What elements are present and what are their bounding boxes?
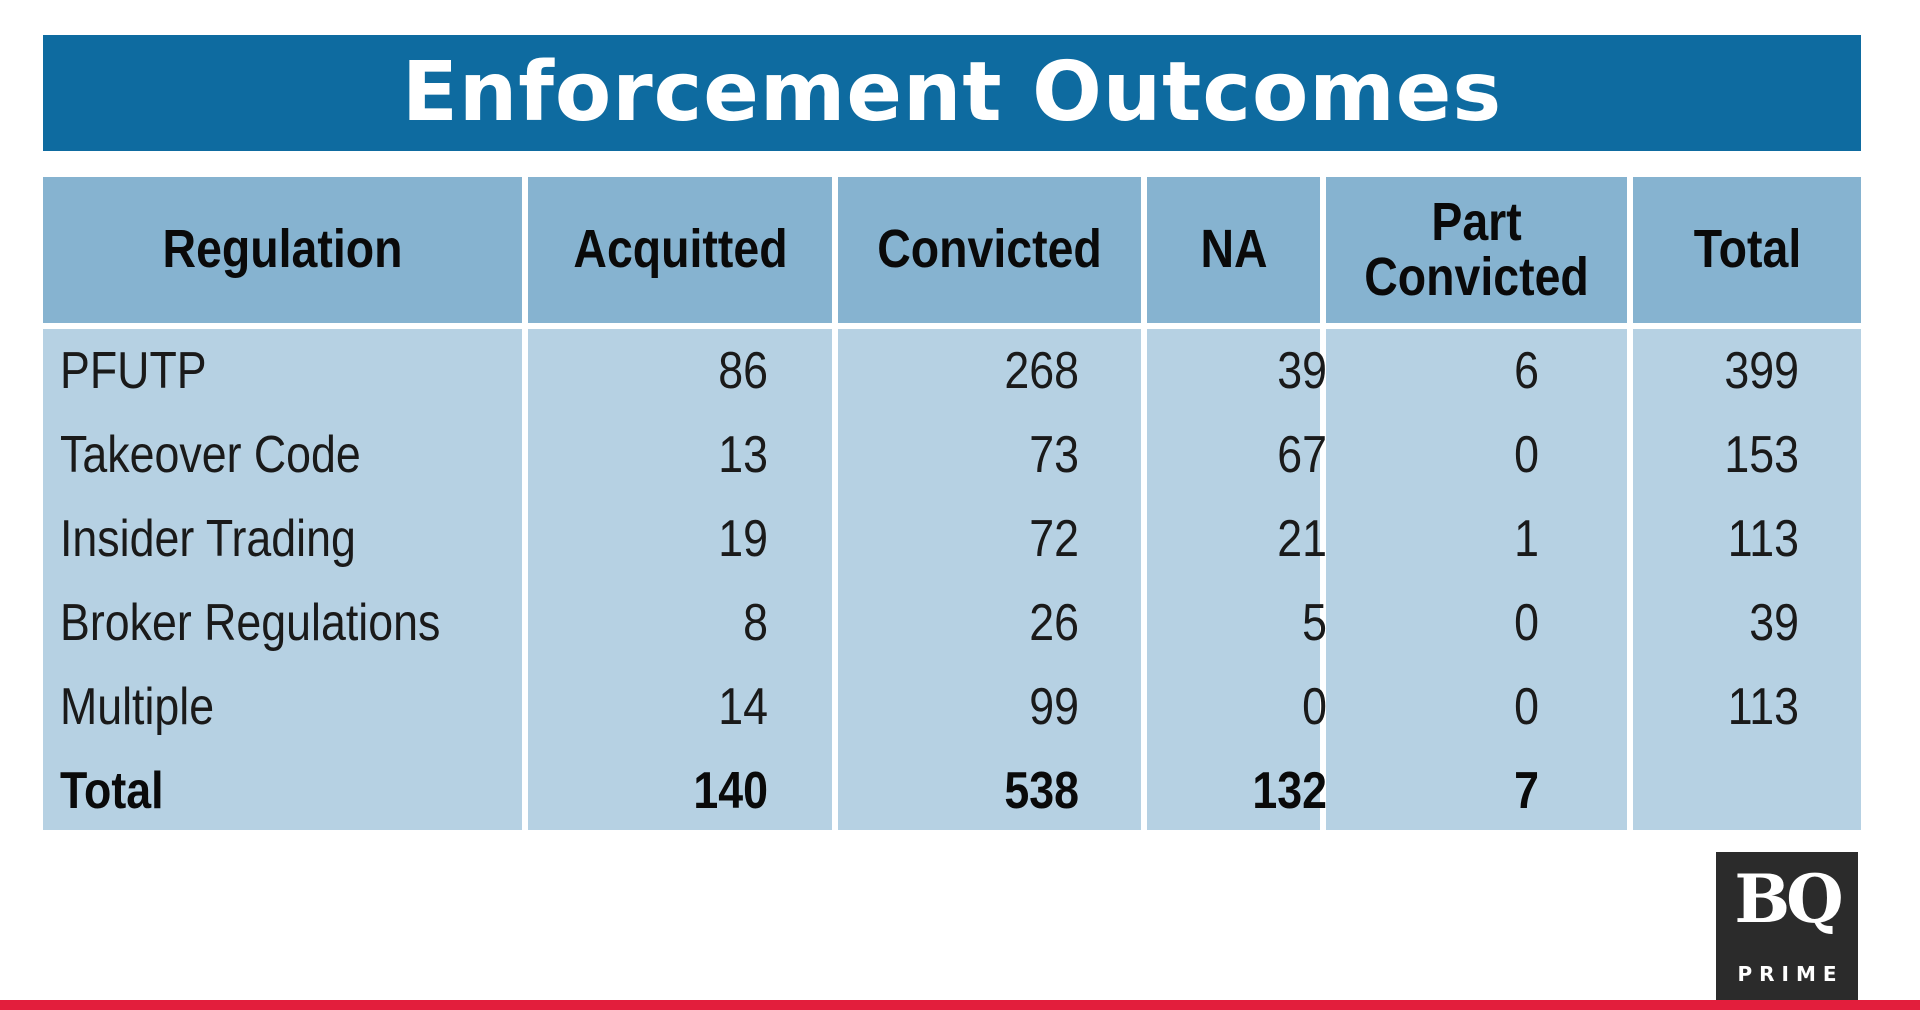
cell-convicted: 99 <box>1029 678 1079 736</box>
bq-prime-logo: BQ PRIME <box>1716 852 1858 1000</box>
total-cell-total <box>1627 749 1799 833</box>
row-label: Insider Trading <box>60 510 356 568</box>
logo-letters: BQ <box>1734 860 1843 938</box>
column-body-total <box>1633 329 1861 830</box>
cell-acquitted: 19 <box>718 510 768 568</box>
cell-acquitted: 13 <box>718 426 768 484</box>
row-label: PFUTP <box>60 342 207 400</box>
cell-part-convicted: 0 <box>1514 426 1539 484</box>
cell-total: 113 <box>1727 678 1799 736</box>
cell-na: 5 <box>1302 594 1327 652</box>
total-cell-convicted: 538 <box>1004 762 1079 820</box>
cell-total: 153 <box>1724 426 1799 484</box>
header-label: Regulation <box>162 219 403 280</box>
cell-na: 67 <box>1277 426 1327 484</box>
header-label: Acquitted <box>572 219 788 280</box>
column-body-acquitted <box>528 329 832 830</box>
cell-acquitted: 14 <box>718 678 768 736</box>
header-label: Convicted <box>877 219 1102 280</box>
header-label: Total <box>1693 219 1801 280</box>
row-label: Broker Regulations <box>60 594 441 652</box>
column-body-convicted <box>838 329 1141 830</box>
cell-convicted: 72 <box>1029 510 1079 568</box>
row-label: Multiple <box>60 678 215 736</box>
cell-na: 39 <box>1277 342 1327 400</box>
column-body-na <box>1147 329 1320 830</box>
cell-part-convicted: 0 <box>1514 678 1539 736</box>
header-convicted: Convicted <box>838 177 1141 323</box>
total-cell-acquitted: 140 <box>693 762 768 820</box>
column-body-regulation <box>43 329 522 830</box>
cell-acquitted: 86 <box>718 342 768 400</box>
header-acquitted: Acquitted <box>528 177 832 323</box>
column-body-part-convicted <box>1326 329 1627 830</box>
cell-na: 21 <box>1277 510 1327 568</box>
cell-total: 399 <box>1724 342 1799 400</box>
row-label: Takeover Code <box>60 426 361 484</box>
cell-na: 0 <box>1302 678 1327 736</box>
total-cell-na: 132 <box>1252 762 1327 820</box>
cell-part-convicted: 0 <box>1514 594 1539 652</box>
header-regulation: Regulation <box>43 177 522 323</box>
title-banner: Enforcement Outcomes <box>43 35 1861 151</box>
header-part-convicted: Part Convicted <box>1326 177 1627 323</box>
header-na: NA <box>1147 177 1320 323</box>
cell-convicted: 26 <box>1029 594 1079 652</box>
outcomes-table: Regulation Acquitted Convicted NA Part Convic… <box>43 177 1861 830</box>
logo-subtitle: PRIME <box>1737 962 1844 986</box>
total-cell-part-convicted: 7 <box>1514 762 1539 820</box>
cell-total: 113 <box>1727 510 1799 568</box>
header-total: Total <box>1633 177 1861 323</box>
cell-convicted: 268 <box>1004 342 1079 400</box>
cell-part-convicted: 6 <box>1514 342 1539 400</box>
header-label: Part Convicted <box>1364 191 1589 307</box>
cell-total: 39 <box>1749 594 1799 652</box>
cell-acquitted: 8 <box>743 594 768 652</box>
total-row-label: Total <box>60 762 164 820</box>
header-label: NA <box>1199 219 1268 280</box>
accent-bar <box>0 1000 1920 1010</box>
chart-title: Enforcement Outcomes <box>401 45 1503 140</box>
cell-part-convicted: 1 <box>1514 510 1539 568</box>
cell-convicted: 73 <box>1029 426 1079 484</box>
